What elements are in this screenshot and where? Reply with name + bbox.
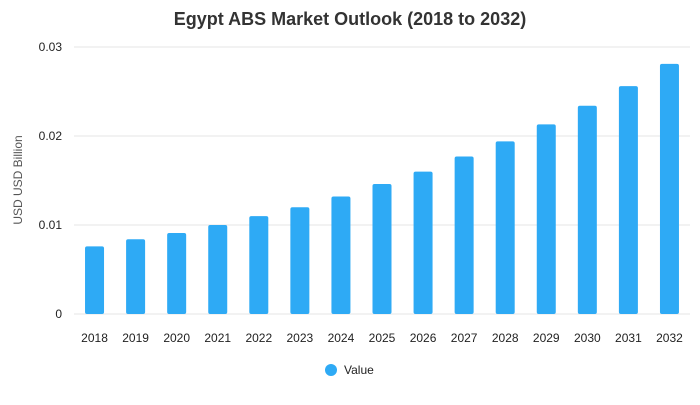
bar[interactable]: [85, 246, 105, 314]
chart-title: Egypt ABS Market Outlook (2018 to 2032): [174, 9, 526, 29]
bar[interactable]: [659, 63, 679, 314]
bar[interactable]: [126, 239, 146, 314]
y-axis-ticks: 0 0.01 0.02 0.03: [39, 40, 63, 321]
x-tick-label: 2030: [574, 331, 601, 345]
legend-marker-icon[interactable]: [325, 364, 337, 376]
y-axis-label: USD USD Billion: [11, 135, 25, 224]
bar[interactable]: [536, 124, 556, 315]
x-tick-label: 2026: [410, 331, 437, 345]
bar[interactable]: [167, 233, 187, 314]
bar-series: [85, 63, 679, 315]
bar[interactable]: [249, 216, 269, 314]
y-tick-label: 0: [55, 307, 62, 321]
x-tick-label: 2031: [615, 331, 642, 345]
x-tick-label: 2023: [287, 331, 314, 345]
x-tick-label: 2025: [369, 331, 396, 345]
x-axis-ticks: 2018 2019 2020 2021 2022 2023 2024 2025 2026 2027…: [81, 331, 683, 345]
bar[interactable]: [618, 86, 638, 314]
x-tick-label: 2022: [245, 331, 272, 345]
bar[interactable]: [372, 184, 392, 314]
x-tick-label: 2021: [204, 331, 231, 345]
x-tick-label: 2032: [656, 331, 683, 345]
bar[interactable]: [454, 156, 474, 314]
x-tick-label: 2027: [451, 331, 478, 345]
bar[interactable]: [495, 141, 515, 314]
x-tick-label: 2018: [81, 331, 108, 345]
bar[interactable]: [413, 171, 433, 314]
y-tick-label: 0.02: [39, 129, 63, 143]
x-tick-label: 2019: [122, 331, 149, 345]
x-tick-label: 2024: [328, 331, 355, 345]
bar[interactable]: [290, 207, 310, 314]
bar[interactable]: [577, 105, 597, 315]
y-tick-label: 0.01: [39, 218, 63, 232]
bar[interactable]: [331, 196, 351, 314]
bar[interactable]: [208, 225, 228, 314]
x-tick-label: 2020: [163, 331, 190, 345]
x-tick-label: 2028: [492, 331, 519, 345]
y-tick-label: 0.03: [39, 40, 63, 54]
legend-label[interactable]: Value: [344, 363, 374, 377]
x-tick-label: 2029: [533, 331, 560, 345]
legend[interactable]: Value: [325, 363, 374, 377]
